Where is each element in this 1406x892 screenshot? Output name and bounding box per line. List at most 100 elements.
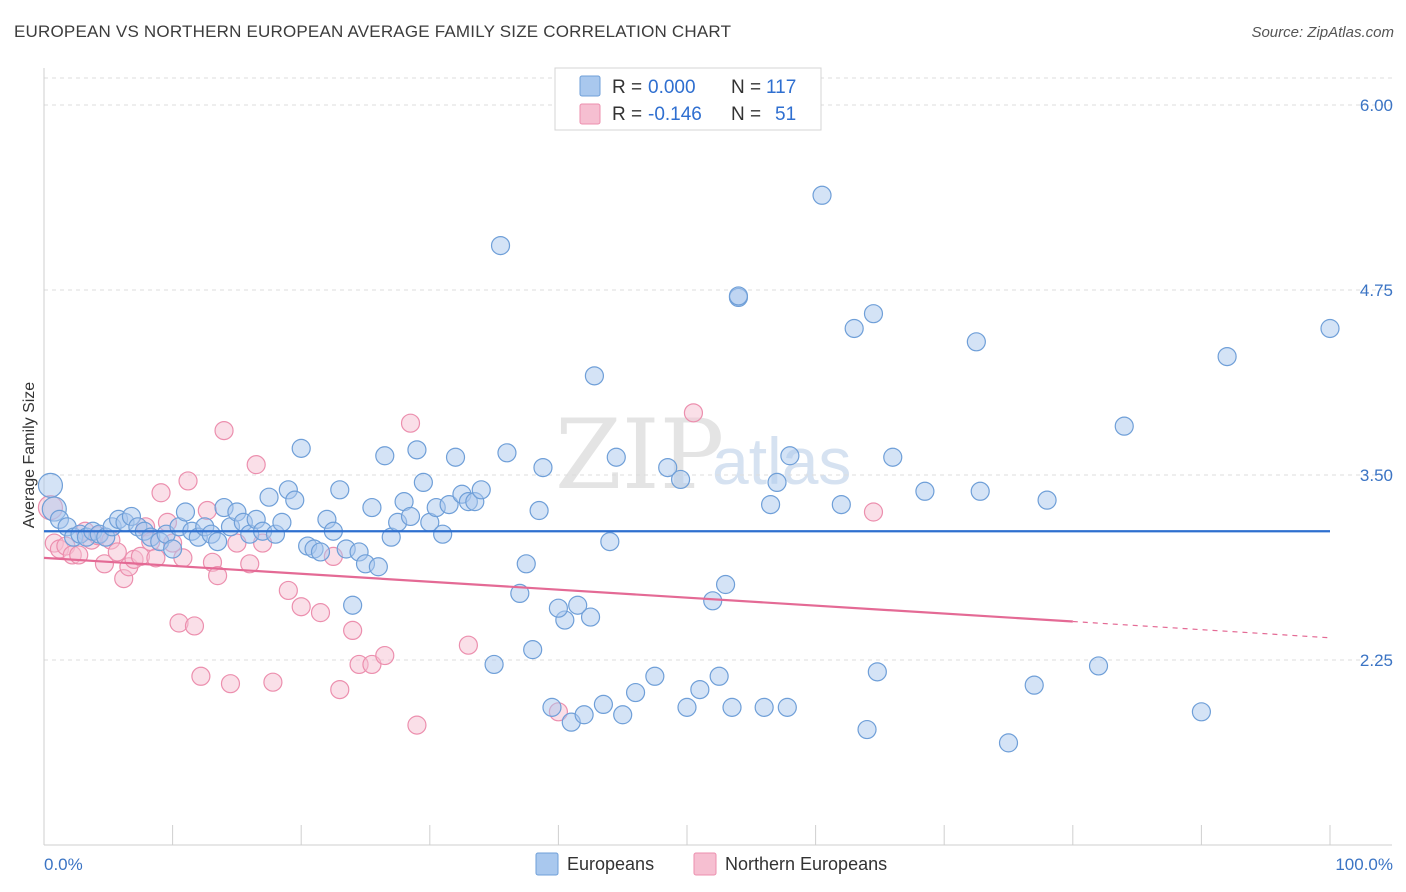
y-axis-label: Average Family Size (21, 382, 38, 529)
europeans-point (812, 185, 832, 205)
bottom-legend-swatch-northern-europeans (693, 852, 717, 876)
europeans-point (670, 469, 691, 490)
northern-europeans-point (184, 616, 205, 636)
europeans-point (368, 557, 388, 577)
europeans-point (728, 286, 749, 306)
northern-europeans-point (151, 483, 171, 503)
northern-europeans-point (407, 715, 427, 735)
europeans-point (867, 662, 887, 682)
y-tick-label: 6.00 (1360, 96, 1393, 115)
europeans-point (606, 447, 626, 467)
europeans-point (362, 497, 382, 518)
europeans-point (484, 654, 504, 675)
chart-title: EUROPEAN VS NORTHERN EUROPEAN AVERAGE FA… (14, 22, 732, 41)
northern-europeans-point (458, 635, 478, 655)
europeans-point (857, 719, 877, 740)
bottom-legend-swatch-europeans (535, 852, 559, 876)
legend-r-value-2: -0.146 (648, 104, 702, 125)
europeans-point (613, 705, 633, 725)
legend-r-label-1: R = (612, 77, 642, 98)
x-tick-label-max: 100.0% (1335, 855, 1393, 874)
europeans-point (863, 304, 884, 324)
europeans-point (998, 733, 1019, 753)
europeans-point (1088, 656, 1109, 676)
northern-europeans-point (310, 603, 331, 623)
europeans-point (490, 236, 511, 256)
europeans-point (407, 440, 427, 460)
europeans-point (533, 458, 553, 478)
europeans-point (754, 697, 774, 717)
northern-europeans-point (330, 679, 350, 700)
europeans-point (1024, 675, 1044, 695)
correlation-legend: R = 0.000 N = 117 R = -0.146 N = 51 (554, 67, 822, 131)
europeans-point (831, 495, 851, 515)
europeans-point (471, 480, 491, 500)
legend-n-label-1: N = (731, 77, 761, 98)
europeans-point (413, 472, 433, 492)
legend-n-label-2: N = (731, 104, 761, 125)
northern-europeans-point (343, 620, 363, 641)
axes (43, 68, 1392, 846)
europeans-point (574, 705, 594, 725)
europeans-point (542, 697, 562, 717)
europeans-point (175, 502, 196, 522)
northern-europeans-point (208, 566, 228, 586)
x-tick-label-min: 0.0% (44, 855, 83, 874)
europeans-point (259, 487, 279, 507)
europeans-point (510, 583, 530, 604)
northern-europeans-point (107, 542, 127, 562)
series-legend: Europeans Northern Europeans (535, 852, 887, 876)
northern-europeans-trend-line (43, 556, 1073, 623)
europeans-point (580, 607, 601, 627)
northern-europeans-point (94, 554, 115, 574)
northern-europeans-point (191, 666, 211, 686)
northern-europeans-point (220, 674, 241, 694)
bottom-legend-northern-europeans: Northern Europeans (725, 854, 887, 874)
europeans-point (445, 447, 466, 467)
europeans-point (1320, 318, 1340, 339)
legend-r-label-2: R = (612, 104, 642, 125)
europeans-point (703, 591, 723, 611)
bottom-legend-europeans: Europeans (567, 854, 654, 874)
northern-europeans-points (37, 403, 884, 735)
europeans-point (593, 694, 614, 715)
northern-europeans-point (683, 403, 704, 423)
source-label: Source: ZipAtlas.com (1251, 24, 1394, 41)
europeans-point (780, 446, 800, 466)
northern-europeans-point (178, 471, 198, 491)
europeans-point (400, 506, 421, 527)
legend-n-value-1: 117 (766, 77, 796, 98)
europeans-point (677, 697, 697, 717)
europeans-point (966, 332, 986, 352)
northern-europeans-point (263, 672, 283, 692)
europeans-point (523, 640, 543, 660)
northern-europeans-point (863, 502, 884, 522)
europeans-point (600, 531, 620, 552)
europeans-point (625, 682, 646, 703)
europeans-point (433, 524, 453, 544)
europeans-point (645, 666, 665, 686)
europeans-point (272, 512, 292, 532)
europeans-points (37, 185, 1340, 753)
europeans-point (285, 490, 305, 510)
europeans-point (1114, 416, 1134, 436)
europeans-point (658, 458, 678, 478)
northern-europeans-trend-extension (1072, 620, 1331, 639)
europeans-point (844, 318, 864, 339)
europeans-point (1217, 347, 1237, 367)
europeans-point (163, 539, 183, 559)
europeans-point (516, 554, 536, 574)
northern-europeans-point (375, 645, 395, 666)
europeans-point (291, 438, 311, 458)
europeans-point (208, 531, 228, 552)
y-tick-label: 2.25 (1360, 651, 1393, 670)
legend-n-value-2: 51 (775, 104, 796, 125)
y-tick-labels: 2.25 3.50 4.75 6.00 (1360, 96, 1393, 670)
northern-europeans-point (214, 421, 234, 441)
europeans-point (709, 666, 729, 686)
europeans-point (330, 480, 350, 500)
legend-swatch-northern-europeans (579, 103, 601, 125)
northern-europeans-point (278, 580, 298, 601)
legend-r-value-1: 0.000 (648, 77, 696, 98)
